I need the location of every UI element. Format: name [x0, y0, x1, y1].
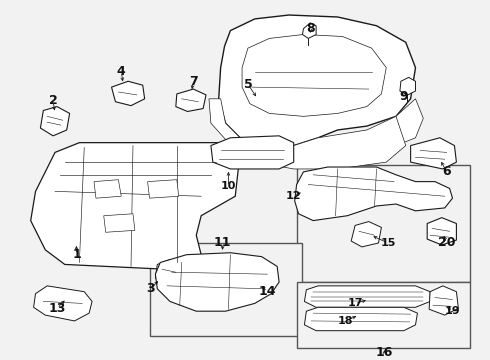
Polygon shape — [34, 286, 92, 321]
Polygon shape — [302, 23, 316, 39]
Polygon shape — [147, 180, 179, 198]
Text: 12: 12 — [286, 191, 301, 201]
Text: 19: 19 — [445, 306, 460, 316]
Polygon shape — [40, 107, 70, 136]
Text: 14: 14 — [259, 285, 276, 298]
Polygon shape — [155, 253, 279, 311]
Bar — [296, 165, 470, 282]
Text: 4: 4 — [117, 65, 125, 78]
Text: 13: 13 — [49, 302, 66, 315]
Text: 17: 17 — [347, 298, 363, 309]
Text: 8: 8 — [306, 22, 315, 35]
Text: 20: 20 — [438, 237, 455, 249]
Text: 7: 7 — [189, 75, 198, 88]
Polygon shape — [351, 221, 381, 247]
Polygon shape — [94, 180, 121, 198]
Polygon shape — [429, 286, 458, 315]
Polygon shape — [112, 81, 145, 105]
Text: 18: 18 — [338, 316, 353, 326]
Text: 10: 10 — [221, 181, 236, 192]
Text: 2: 2 — [49, 94, 57, 107]
Polygon shape — [211, 136, 294, 169]
Bar — [150, 243, 301, 336]
Text: 11: 11 — [214, 237, 231, 249]
Polygon shape — [411, 138, 456, 169]
Polygon shape — [104, 214, 135, 232]
Text: 3: 3 — [146, 282, 155, 295]
Polygon shape — [427, 218, 456, 245]
Text: 6: 6 — [442, 165, 451, 178]
Text: 9: 9 — [399, 90, 408, 103]
Text: 15: 15 — [381, 238, 396, 248]
Polygon shape — [155, 260, 182, 284]
Polygon shape — [31, 143, 240, 269]
Polygon shape — [219, 15, 416, 145]
Polygon shape — [294, 167, 452, 221]
Polygon shape — [176, 89, 206, 112]
Polygon shape — [400, 77, 416, 95]
Text: 5: 5 — [244, 78, 252, 91]
Text: 16: 16 — [376, 346, 393, 359]
Polygon shape — [304, 307, 417, 331]
Text: 1: 1 — [72, 248, 81, 261]
Polygon shape — [304, 286, 430, 307]
Polygon shape — [242, 35, 386, 116]
Polygon shape — [384, 99, 423, 145]
Polygon shape — [209, 99, 260, 152]
Bar — [296, 282, 470, 348]
Polygon shape — [242, 116, 406, 169]
